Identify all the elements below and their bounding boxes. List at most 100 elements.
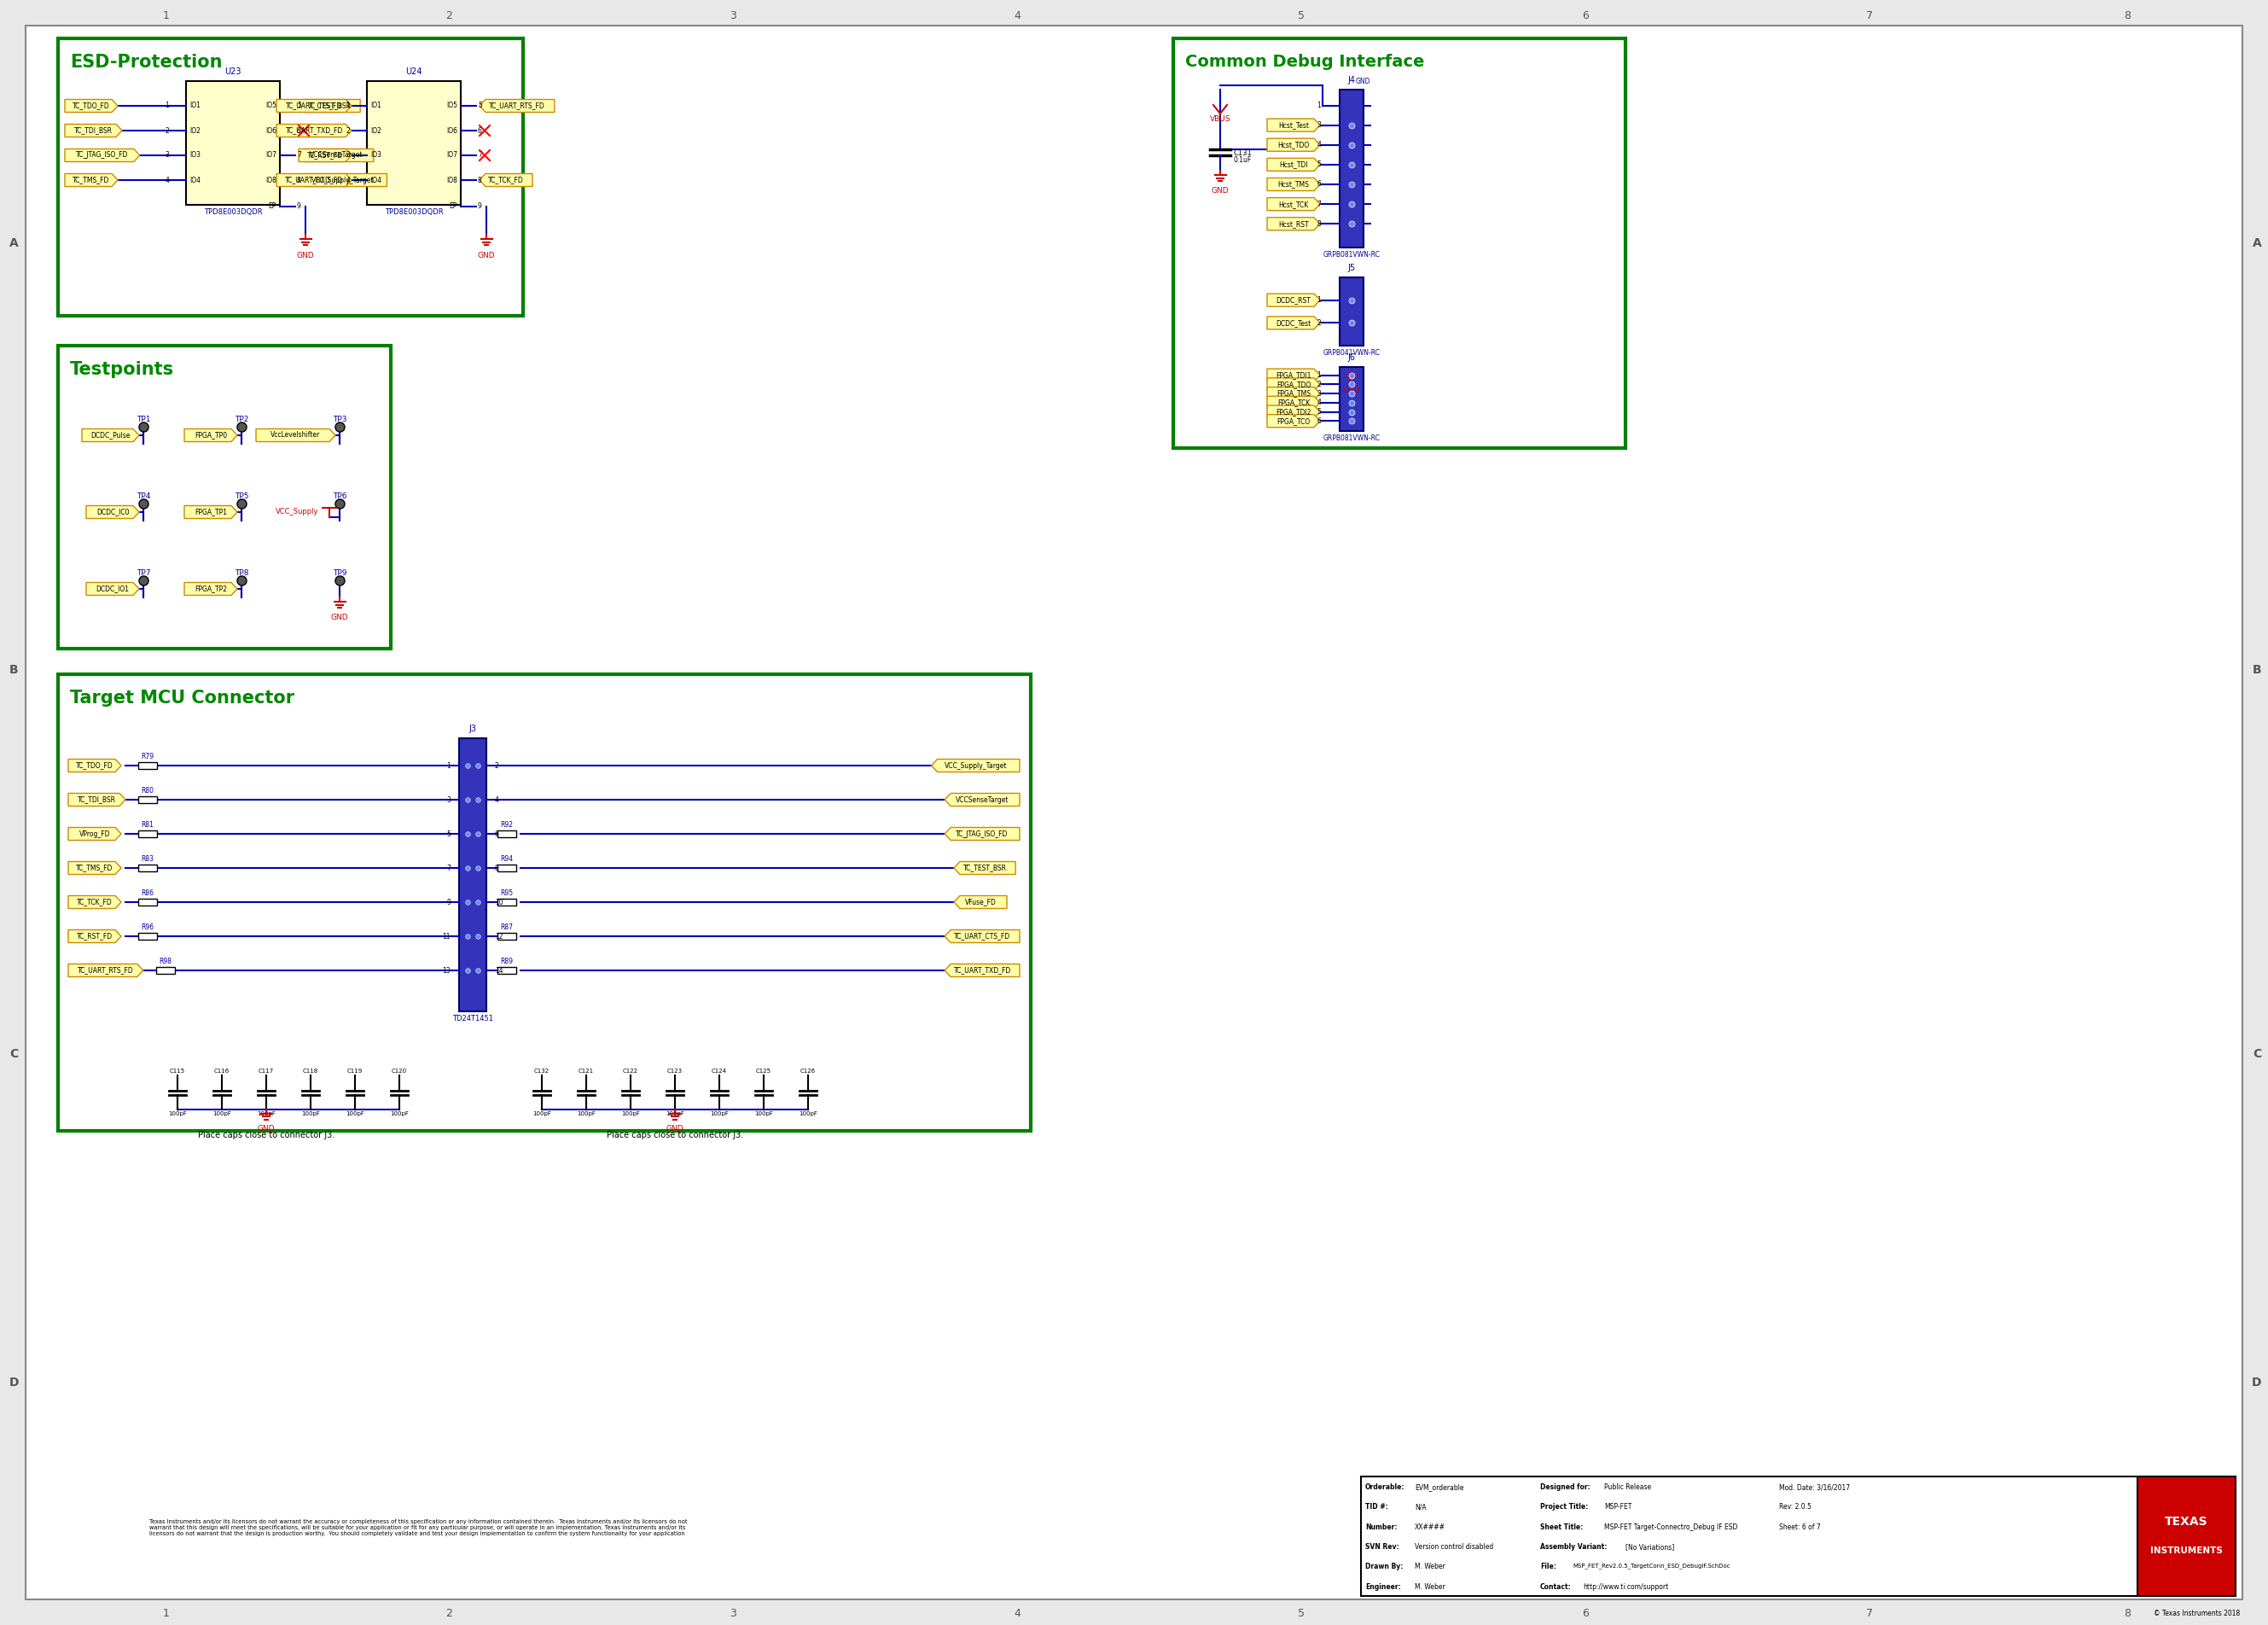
Text: GND: GND: [297, 252, 315, 258]
Text: GND: GND: [1356, 78, 1370, 84]
Text: 5: 5: [1297, 10, 1304, 21]
Text: 4: 4: [1318, 141, 1320, 150]
Polygon shape: [277, 99, 352, 112]
Text: 1: 1: [163, 10, 170, 21]
Text: 8: 8: [494, 865, 499, 873]
Text: SVN Rev:: SVN Rev:: [1365, 1544, 1399, 1550]
Text: 100pF: 100pF: [798, 1112, 816, 1116]
Text: M. Weber: M. Weber: [1415, 1583, 1445, 1591]
Text: VCCSenseTarget: VCCSenseTarget: [955, 796, 1009, 803]
Text: 10: 10: [494, 899, 503, 907]
Polygon shape: [479, 174, 533, 187]
Text: GND: GND: [331, 614, 349, 622]
Text: N/A: N/A: [1415, 1503, 1427, 1511]
Text: 100pF: 100pF: [710, 1112, 728, 1116]
Text: J6: J6: [1347, 353, 1356, 362]
Text: Version control disabled: Version control disabled: [1415, 1544, 1492, 1550]
FancyBboxPatch shape: [156, 967, 175, 973]
Text: 5: 5: [1297, 1607, 1304, 1618]
Text: TP6: TP6: [333, 492, 347, 500]
Text: VCC_Supply_Target: VCC_Supply_Target: [943, 762, 1007, 769]
FancyBboxPatch shape: [1173, 39, 1626, 448]
Text: DCDC_Test: DCDC_Test: [1277, 318, 1311, 327]
Text: VCC_Supply: VCC_Supply: [274, 509, 318, 515]
Text: INSTRUMENTS: INSTRUMENTS: [2150, 1547, 2223, 1555]
Text: XX####: XX####: [1415, 1523, 1445, 1531]
Text: IO3: IO3: [191, 151, 200, 159]
FancyBboxPatch shape: [1361, 1477, 2236, 1596]
Text: IO6: IO6: [265, 127, 277, 135]
Text: IO1: IO1: [191, 102, 200, 109]
Text: Rev: 2.0.5: Rev: 2.0.5: [1778, 1503, 1812, 1511]
FancyBboxPatch shape: [138, 865, 156, 871]
Text: Assembly Variant:: Assembly Variant:: [1540, 1544, 1608, 1550]
Text: C126: C126: [801, 1069, 816, 1074]
Text: 100pF: 100pF: [345, 1112, 365, 1116]
Text: Project Title:: Project Title:: [1540, 1503, 1588, 1511]
Text: 4: 4: [1318, 398, 1320, 406]
Text: C119: C119: [347, 1069, 363, 1074]
Text: Hcst_TMS: Hcst_TMS: [1277, 180, 1309, 188]
Text: 100pF: 100pF: [621, 1112, 640, 1116]
Text: 6: 6: [1583, 10, 1590, 21]
Polygon shape: [299, 99, 361, 112]
Text: TC_TDO_FD: TC_TDO_FD: [77, 762, 113, 769]
Text: 11: 11: [442, 933, 451, 941]
Text: 100pF: 100pF: [533, 1112, 551, 1116]
Polygon shape: [1268, 138, 1320, 151]
Text: TC_UART_RXD_FD: TC_UART_RXD_FD: [286, 176, 342, 184]
Text: 8: 8: [297, 176, 302, 184]
Text: TC_JTAG_ISO_FD: TC_JTAG_ISO_FD: [957, 830, 1009, 837]
Text: VccLevelshifter: VccLevelshifter: [270, 431, 320, 439]
Text: C117: C117: [259, 1069, 274, 1074]
Polygon shape: [299, 150, 352, 163]
Polygon shape: [66, 99, 118, 112]
Text: 3: 3: [730, 10, 737, 21]
Text: R98: R98: [159, 957, 172, 965]
Text: 4: 4: [166, 176, 168, 184]
Text: R94: R94: [501, 855, 513, 863]
Text: 2: 2: [447, 10, 454, 21]
Text: FPGA_TDO: FPGA_TDO: [1277, 380, 1311, 388]
Text: Common Debug Interface: Common Debug Interface: [1186, 54, 1424, 70]
Text: J4: J4: [1347, 76, 1356, 84]
Text: 5: 5: [297, 102, 302, 109]
Text: FPGA_TP1: FPGA_TP1: [195, 509, 227, 515]
Text: R95: R95: [501, 889, 513, 897]
Text: Hcst_TDI: Hcst_TDI: [1279, 161, 1309, 169]
Text: 13: 13: [442, 967, 451, 975]
Text: 4: 4: [345, 176, 349, 184]
Text: 6: 6: [1318, 180, 1320, 188]
Polygon shape: [1268, 294, 1320, 307]
Text: TC_TDI_BSR: TC_TDI_BSR: [75, 127, 113, 135]
Text: C121: C121: [578, 1069, 594, 1074]
Text: 3: 3: [447, 796, 451, 803]
Polygon shape: [1268, 179, 1320, 190]
Text: Testpoints: Testpoints: [70, 361, 175, 379]
Text: 7: 7: [479, 151, 483, 159]
Text: R96: R96: [141, 923, 154, 931]
Text: GND: GND: [1343, 387, 1361, 395]
Text: DCDC_IO1: DCDC_IO1: [95, 585, 129, 593]
Text: J3: J3: [469, 725, 476, 733]
Text: 4: 4: [494, 796, 499, 803]
FancyBboxPatch shape: [138, 933, 156, 939]
Text: R79: R79: [141, 752, 154, 760]
Text: 6: 6: [479, 127, 483, 135]
Text: 3: 3: [1318, 122, 1320, 128]
Text: FPGA_TDI2: FPGA_TDI2: [1277, 408, 1311, 416]
Text: DCDC_Pulse: DCDC_Pulse: [91, 431, 129, 439]
Text: Place caps close to connector J3.: Place caps close to connector J3.: [197, 1131, 336, 1139]
FancyBboxPatch shape: [1340, 278, 1363, 346]
FancyBboxPatch shape: [186, 81, 279, 205]
Text: TP2: TP2: [234, 416, 249, 424]
Text: Mod. Date: 3/16/2017: Mod. Date: 3/16/2017: [1778, 1484, 1851, 1492]
Text: 2: 2: [1318, 380, 1320, 388]
Text: C115: C115: [170, 1069, 186, 1074]
Text: File:: File:: [1540, 1563, 1556, 1571]
Text: U23: U23: [225, 67, 240, 76]
Text: 100pF: 100pF: [665, 1112, 685, 1116]
Text: DCDC_RST: DCDC_RST: [1277, 296, 1311, 304]
Polygon shape: [1268, 379, 1320, 390]
Text: 3: 3: [166, 151, 168, 159]
